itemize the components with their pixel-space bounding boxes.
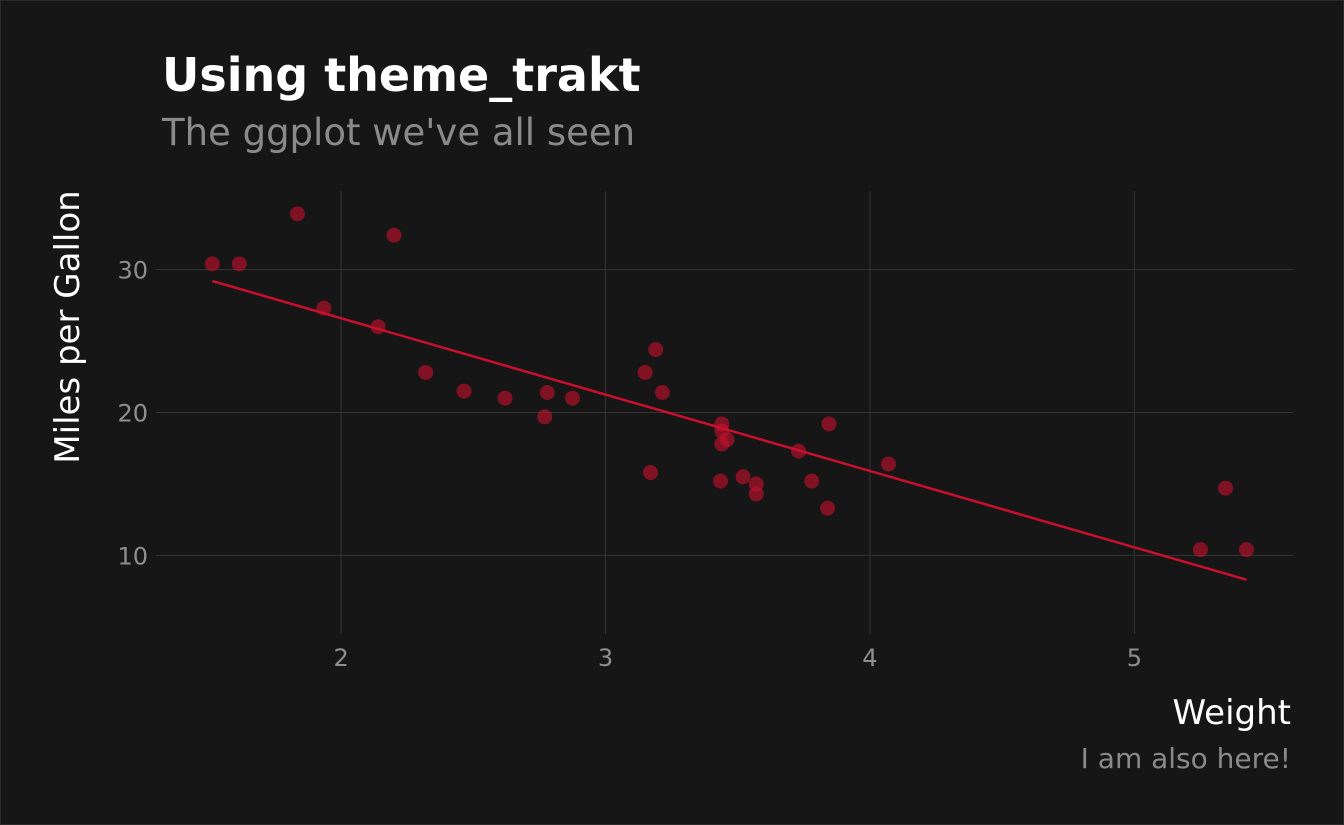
chart-caption: I am also here! bbox=[1081, 742, 1291, 775]
data-point bbox=[648, 342, 664, 358]
data-point bbox=[1218, 480, 1234, 496]
data-point bbox=[204, 256, 220, 272]
data-point bbox=[735, 469, 751, 485]
trend-line bbox=[211, 279, 1247, 581]
data-point bbox=[748, 476, 764, 492]
data-point bbox=[820, 500, 836, 516]
y-tick-label: 20 bbox=[117, 400, 148, 428]
data-point bbox=[539, 384, 555, 400]
x-tick-label: 4 bbox=[862, 644, 877, 672]
data-point bbox=[564, 390, 580, 406]
y-axis-title: Miles per Gallon bbox=[48, 190, 88, 463]
data-point bbox=[713, 473, 729, 489]
data-point bbox=[386, 227, 402, 243]
chart-title: Using theme_trakt bbox=[162, 48, 641, 102]
data-point bbox=[654, 384, 670, 400]
axis-ticks: 2 3 4 5 10 20 30 bbox=[117, 257, 1142, 672]
data-point bbox=[637, 364, 653, 380]
x-tick-label: 5 bbox=[1127, 644, 1142, 672]
x-tick-label: 2 bbox=[333, 644, 348, 672]
data-point bbox=[1238, 542, 1254, 558]
data-point bbox=[456, 383, 472, 399]
gridlines bbox=[156, 191, 1293, 634]
x-axis-title: Weight bbox=[1173, 693, 1291, 733]
data-point bbox=[537, 409, 553, 425]
y-tick-label: 10 bbox=[117, 542, 148, 570]
data-point bbox=[880, 456, 896, 472]
data-point bbox=[289, 206, 305, 222]
data-points bbox=[204, 206, 1254, 558]
y-tick-label: 30 bbox=[117, 257, 148, 285]
data-point bbox=[642, 465, 658, 481]
data-point bbox=[418, 364, 434, 380]
chart-subtitle: The ggplot we've all seen bbox=[161, 111, 635, 154]
data-point bbox=[821, 416, 837, 432]
data-point bbox=[714, 436, 730, 452]
data-point bbox=[1192, 542, 1208, 558]
data-point bbox=[497, 390, 513, 406]
x-tick-label: 3 bbox=[598, 644, 613, 672]
data-point bbox=[804, 473, 820, 489]
data-point bbox=[231, 256, 247, 272]
regression bbox=[211, 279, 1247, 581]
